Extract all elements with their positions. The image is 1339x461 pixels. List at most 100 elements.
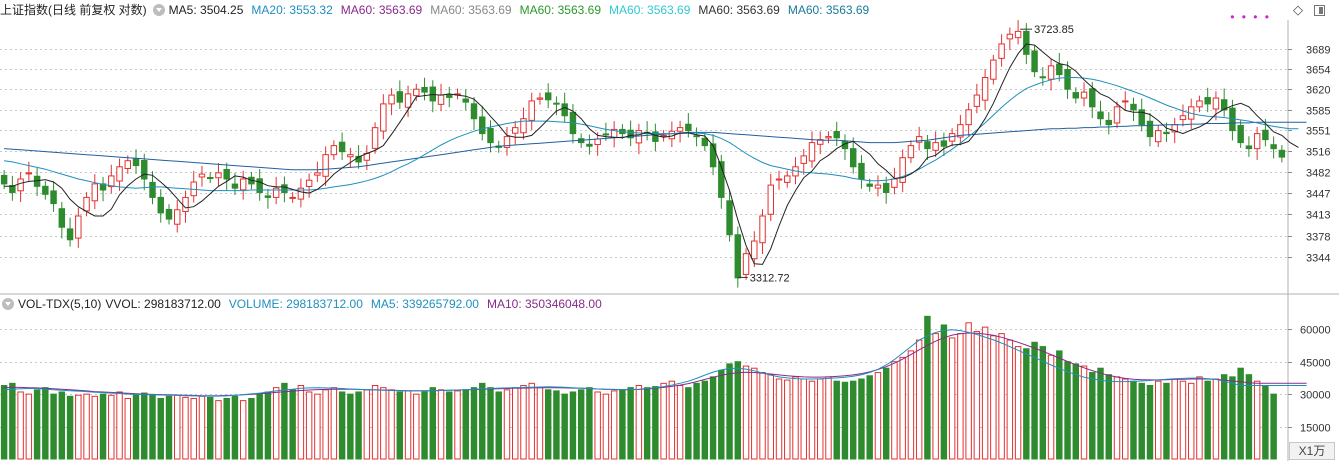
candle-body bbox=[1039, 76, 1047, 79]
volume-bar bbox=[355, 391, 362, 460]
candle-body bbox=[17, 178, 24, 192]
volume-bar bbox=[1113, 376, 1121, 460]
candle-body bbox=[1262, 129, 1269, 141]
volume-bar bbox=[973, 330, 981, 460]
volume-bar bbox=[874, 372, 882, 460]
candle-body bbox=[1113, 106, 1121, 124]
candle-body bbox=[75, 215, 82, 239]
ma60-line bbox=[4, 121, 1307, 171]
candle-body bbox=[264, 195, 272, 198]
volume-bar bbox=[610, 390, 618, 460]
unit-label[interactable]: X1万 bbox=[1289, 442, 1335, 460]
candle-body bbox=[553, 102, 560, 105]
volume-bar bbox=[157, 397, 164, 460]
volume-bar bbox=[1138, 382, 1145, 460]
volume-bar bbox=[907, 350, 915, 460]
candle-body bbox=[0, 174, 8, 185]
maximize-panel-icon[interactable] bbox=[1314, 5, 1325, 16]
price-tick-label: 3620 bbox=[1306, 85, 1330, 97]
volume-bar bbox=[1204, 380, 1211, 460]
ma5-line bbox=[4, 43, 1299, 265]
volume-bar bbox=[437, 389, 445, 460]
more-options-icon[interactable]: • • • • bbox=[1230, 10, 1271, 24]
volume-bar bbox=[33, 389, 41, 460]
volume-bar bbox=[487, 387, 494, 460]
volume-bar bbox=[429, 387, 437, 460]
volume-bar bbox=[800, 378, 807, 460]
volume-bar bbox=[380, 387, 387, 460]
candle-body bbox=[734, 234, 742, 279]
volume-bar bbox=[932, 333, 939, 460]
diamond-icon[interactable]: ◇ bbox=[1293, 2, 1303, 17]
volume-tick-label: 60000 bbox=[1300, 325, 1331, 337]
volume-bar bbox=[948, 337, 956, 460]
candle-body bbox=[413, 88, 420, 97]
candle-body bbox=[940, 140, 948, 147]
candle-body bbox=[231, 183, 239, 189]
price-legend-item: MA60: 3563.69 bbox=[430, 3, 512, 17]
candle-body bbox=[990, 59, 997, 80]
collapse-price-icon[interactable] bbox=[152, 3, 165, 16]
candle-body bbox=[347, 154, 354, 158]
volume-bar bbox=[17, 391, 24, 460]
volume-bar bbox=[635, 385, 643, 460]
price-legend-item: MA60: 3563.69 bbox=[340, 3, 423, 17]
candle-body bbox=[1097, 111, 1104, 120]
candle-body bbox=[742, 253, 750, 275]
volume-bar bbox=[75, 394, 82, 460]
volume-bar bbox=[99, 393, 107, 460]
volume-bar bbox=[1023, 348, 1030, 460]
candle-body bbox=[174, 209, 181, 225]
candle-body bbox=[1072, 92, 1080, 99]
candle-body bbox=[58, 208, 66, 228]
candle-body bbox=[825, 136, 832, 139]
candle-body bbox=[462, 98, 469, 103]
candle-body bbox=[206, 176, 214, 179]
volume-bar bbox=[1245, 374, 1253, 460]
candle-body bbox=[42, 185, 49, 195]
volume-bar bbox=[462, 389, 469, 460]
price-title: 上证指数(日线 前复权 对数) bbox=[0, 3, 147, 17]
candle-body bbox=[149, 181, 156, 198]
candle-body bbox=[1014, 30, 1022, 39]
candle-body bbox=[561, 103, 568, 117]
volume-bar bbox=[553, 390, 560, 460]
volume-bar bbox=[50, 393, 57, 460]
candle-body bbox=[718, 161, 725, 198]
volume-bar bbox=[808, 380, 816, 460]
volume-bar bbox=[1089, 372, 1096, 460]
volume-bar bbox=[25, 393, 33, 460]
candle-body bbox=[586, 143, 593, 147]
candle-body bbox=[652, 131, 659, 142]
candle-body bbox=[1146, 120, 1154, 138]
volume-bar bbox=[1237, 367, 1244, 460]
volume-bar bbox=[149, 394, 156, 460]
candle-body bbox=[1138, 109, 1145, 126]
candle-body bbox=[1212, 97, 1220, 110]
candle-body bbox=[915, 136, 923, 143]
collapse-volume-icon[interactable] bbox=[2, 297, 14, 310]
candle-body bbox=[371, 127, 379, 149]
volume-bar bbox=[1229, 376, 1236, 460]
volume-bar bbox=[569, 391, 577, 460]
candle-body bbox=[866, 183, 873, 187]
volume-bar bbox=[239, 400, 247, 460]
volume-bar bbox=[990, 335, 997, 460]
candle-body bbox=[751, 240, 758, 260]
volume-bar bbox=[297, 385, 305, 460]
volume-bar bbox=[1080, 365, 1088, 460]
candle-body bbox=[141, 159, 148, 180]
candle-body bbox=[50, 190, 57, 205]
volume-bar bbox=[981, 326, 989, 460]
volume-bar bbox=[83, 393, 90, 460]
candle-body bbox=[437, 94, 445, 105]
volume-bar bbox=[404, 390, 412, 460]
candle-body bbox=[157, 196, 164, 214]
candle-body bbox=[627, 129, 634, 139]
volume-bar bbox=[1072, 363, 1080, 460]
volume-bar bbox=[858, 378, 865, 460]
volume-bar bbox=[940, 324, 948, 460]
volume-bar bbox=[1122, 378, 1129, 460]
volume-bar bbox=[9, 382, 16, 460]
